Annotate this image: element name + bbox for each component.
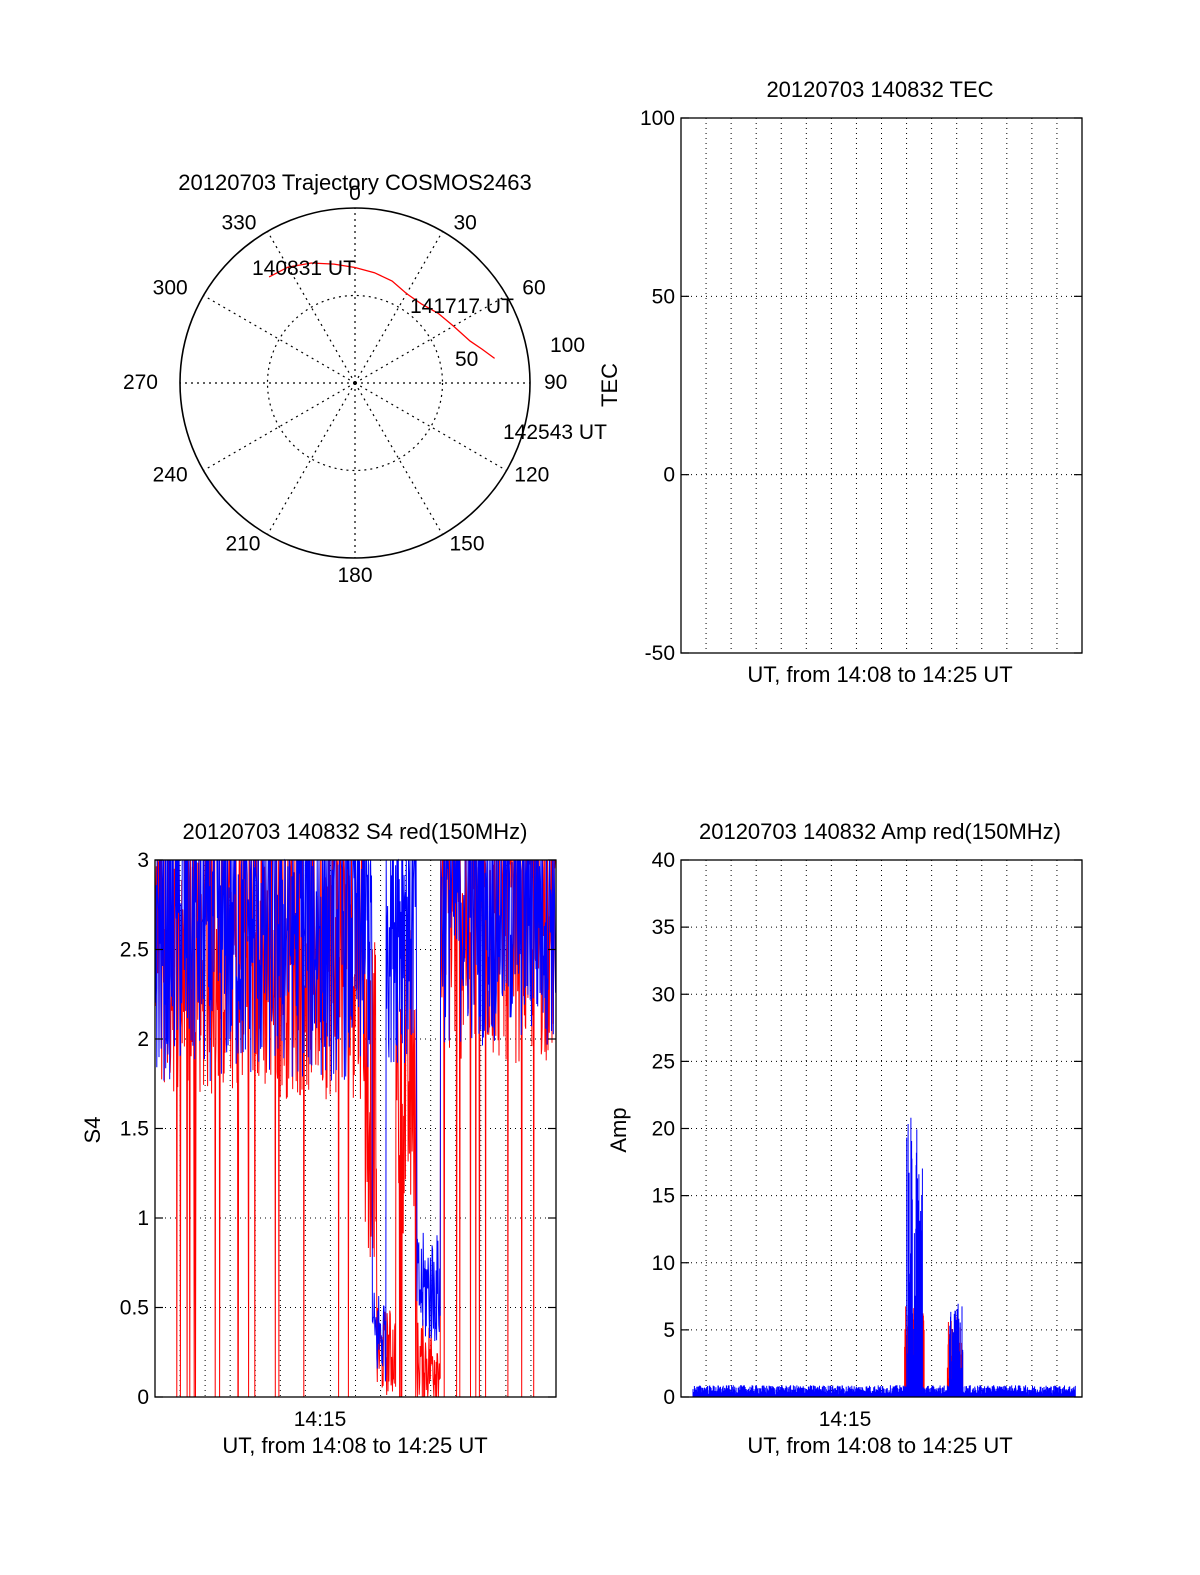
tec-title: 20120703 140832 TEC [766,77,993,102]
y-tick-label: 1.5 [120,1118,149,1141]
trajectory-title: 20120703 Trajectory COSMOS2463 [178,170,531,195]
amp-xtick-1415: 14:15 [819,1408,872,1431]
angle-label-270: 270 [123,371,158,394]
angle-labels: 0 30 60 90 120 150 180 210 240 270 300 330 [123,182,567,587]
polar-spoke-210 [266,382,356,535]
s4-y-ticks: 3 2.5 2 1.5 1 0.5 0 [120,849,556,1409]
tec-ylabel: TEC [597,363,622,407]
angle-label-210: 210 [225,532,260,555]
s4-title: 20120703 140832 S4 red(150MHz) [183,819,528,844]
angle-label-180: 180 [337,564,372,587]
trajectory-panel: 20120703 Trajectory COSMOS2463 0 30 60 90 12… [123,170,607,587]
annotation-mid: 141717 UT [410,295,514,318]
polar-spoke-240 [203,382,356,472]
tec-frame [680,117,1083,654]
y-tick-label: 0 [663,1386,675,1409]
amp-y-ticks: 40 35 30 25 20 15 10 5 0 [652,849,1082,1409]
y-tick-label: 25 [652,1050,675,1073]
trajectory-line [268,262,495,359]
y-tick-label: 15 [652,1185,675,1208]
s4-panel: 20120703 140832 S4 red(150MHz) 3 2.5 2 1.5 1… [80,819,557,1458]
y-tick-label: -50 [645,642,675,665]
y-tick-label: 100 [640,107,675,130]
annotation-start: 140831 UT [252,257,356,280]
y-tick-label: 10 [652,1252,675,1275]
amp-panel: 20120703 140832 Amp red(150MHz) 40 35 30 25… [606,819,1083,1458]
s4-ylabel: S4 [80,1117,105,1144]
y-tick-label: 0 [137,1386,149,1409]
angle-label-60: 60 [522,277,545,300]
y-tick-label: 40 [652,849,675,872]
polar-grid [180,208,530,558]
angle-label-90: 90 [544,371,567,394]
angle-label-300: 300 [153,277,188,300]
y-tick-label: 35 [652,916,675,939]
y-tick-label: 2 [137,1028,149,1051]
tec-y-ticks: 100 50 0 -50 [640,107,1082,665]
radial-label-50: 50 [455,348,478,371]
s4-xlabel: UT, from 14:08 to 14:25 UT [222,1433,487,1458]
y-tick-label: 50 [652,285,675,308]
tec-grid [681,118,1082,653]
amp-series-blue [692,1117,1076,1397]
tec-xlabel: UT, from 14:08 to 14:25 UT [747,662,1012,687]
tec-panel: 20120703 140832 TEC 100 50 0 -50 UT, from 1… [597,77,1083,687]
polar-spoke-120 [354,382,507,472]
angle-label-30: 30 [454,212,477,235]
y-tick-label: 3 [137,849,149,872]
annotation-end: 142543 UT [503,421,607,444]
y-tick-label: 5 [663,1319,675,1342]
amp-ylabel: Amp [606,1107,631,1152]
polar-spoke-150 [354,382,444,535]
y-tick-label: 20 [652,1118,675,1141]
polar-spoke-300 [203,294,356,384]
s4-xtick-1415: 14:15 [294,1408,347,1431]
polar-spoke-330 [266,231,356,384]
y-tick-label: 2.5 [120,939,149,962]
polar-spoke-30 [354,231,444,384]
y-tick-label: 0 [663,464,675,487]
radial-label-100: 100 [550,334,585,357]
amp-grid [681,860,1082,1397]
y-tick-label: 0.5 [120,1297,149,1320]
polar-outer-circle [179,207,531,559]
y-tick-label: 1 [137,1207,149,1230]
angle-label-240: 240 [153,464,188,487]
angle-label-0: 0 [349,182,361,205]
polar-spoke-60 [354,294,507,384]
amp-series [692,1117,1076,1397]
angle-label-330: 330 [221,212,256,235]
polar-ring-50 [266,294,444,472]
amp-title: 20120703 140832 Amp red(150MHz) [699,819,1061,844]
y-tick-label: 30 [652,983,675,1006]
angle-label-150: 150 [450,532,485,555]
amp-xlabel: UT, from 14:08 to 14:25 UT [747,1433,1012,1458]
angle-label-120: 120 [514,464,549,487]
